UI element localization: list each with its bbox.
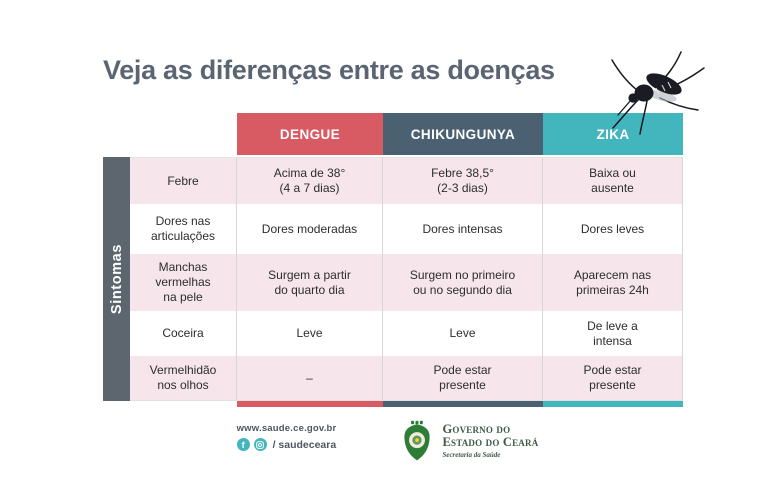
row-label-manchas: Manchas vermelhas na pele — [130, 254, 236, 311]
table-header-row: DENGUE CHIKUNGUNYA ZIKA — [237, 113, 683, 155]
page-title: Veja as diferenças entre as doenças — [103, 55, 555, 85]
column-header-dengue: DENGUE — [237, 113, 383, 155]
government-name-line2: Estado do Ceará — [442, 435, 539, 449]
footer: www.saude.ce.gov.br f / saudeceara — [0, 420, 775, 462]
cell-dores-zika: Dores leves — [542, 204, 682, 254]
row-label-febre: Febre — [130, 158, 236, 204]
website-url: www.saude.ce.gov.br — [236, 423, 337, 434]
cell-vermelhidao-chikungunya: Pode estar presente — [382, 356, 542, 400]
cell-manchas-zika: Aparecem nas primeiras 24h — [542, 254, 682, 311]
table-row: Vermelhidão nos olhos – Pode estar prese… — [130, 356, 682, 400]
mosquito-illustration — [611, 51, 705, 135]
comparison-table: DENGUE CHIKUNGUNYA ZIKA Sintomas Febre A… — [103, 113, 683, 407]
instagram-icon — [253, 438, 267, 451]
department-name: Secretaria da Saúde — [442, 451, 501, 460]
cell-vermelhidao-zika: Pode estar presente — [542, 356, 682, 400]
table-row: Manchas vermelhas na pele Surgem a parti… — [130, 254, 682, 311]
government-logo-block: Governo do Estado do Ceará Secretaria da… — [400, 420, 538, 462]
chikungunya-footer-bar — [383, 401, 543, 407]
column-header-chikungunya: CHIKUNGUNYA — [383, 113, 543, 155]
social-handle: / saudeceara — [272, 438, 337, 451]
dengue-footer-bar — [237, 401, 383, 407]
cell-vermelhidao-dengue: – — [236, 356, 382, 400]
cell-febre-chikungunya: Febre 38,5° (2-3 dias) — [382, 158, 542, 204]
symptoms-sidebar-label: Sintomas — [108, 243, 125, 315]
table-body: Febre Acima de 38° (4 a 7 dias) Febre 38… — [130, 157, 683, 401]
cell-manchas-dengue: Surgem a partir do quarto dia — [236, 254, 382, 311]
cell-manchas-chikungunya: Surgem no primeiro ou no segundo dia — [382, 254, 542, 311]
cell-coceira-chikungunya: Leve — [382, 311, 542, 356]
symptoms-sidebar: Sintomas — [103, 157, 130, 401]
government-name-line1: Governo do — [442, 421, 511, 436]
row-label-coceira: Coceira — [130, 311, 236, 356]
row-label-vermelhidao: Vermelhidão nos olhos — [130, 356, 236, 400]
table-footer-bars — [237, 401, 683, 407]
column-header-zika: ZIKA — [543, 113, 683, 155]
ceara-crest-logo — [404, 420, 431, 461]
cell-febre-dengue: Acima de 38° (4 a 7 dias) — [236, 158, 382, 204]
row-label-dores: Dores nas articulações — [130, 204, 236, 254]
cell-dores-dengue: Dores moderadas — [236, 204, 382, 254]
contact-block: www.saude.ce.gov.br f / saudeceara — [236, 420, 337, 451]
zika-footer-bar — [543, 401, 683, 407]
cell-coceira-dengue: Leve — [236, 311, 382, 356]
table-row: Dores nas articulações Dores moderadas D… — [130, 204, 682, 254]
cell-coceira-zika: De leve a intensa — [542, 311, 682, 356]
cell-febre-zika: Baixa ou ausente — [542, 158, 682, 204]
table-row: Coceira Leve Leve De leve a intensa — [130, 311, 682, 356]
mosquito-wing — [647, 90, 677, 102]
cell-dores-chikungunya: Dores intensas — [382, 204, 542, 254]
table-row: Febre Acima de 38° (4 a 7 dias) Febre 38… — [130, 158, 682, 204]
facebook-icon: f — [236, 438, 250, 451]
